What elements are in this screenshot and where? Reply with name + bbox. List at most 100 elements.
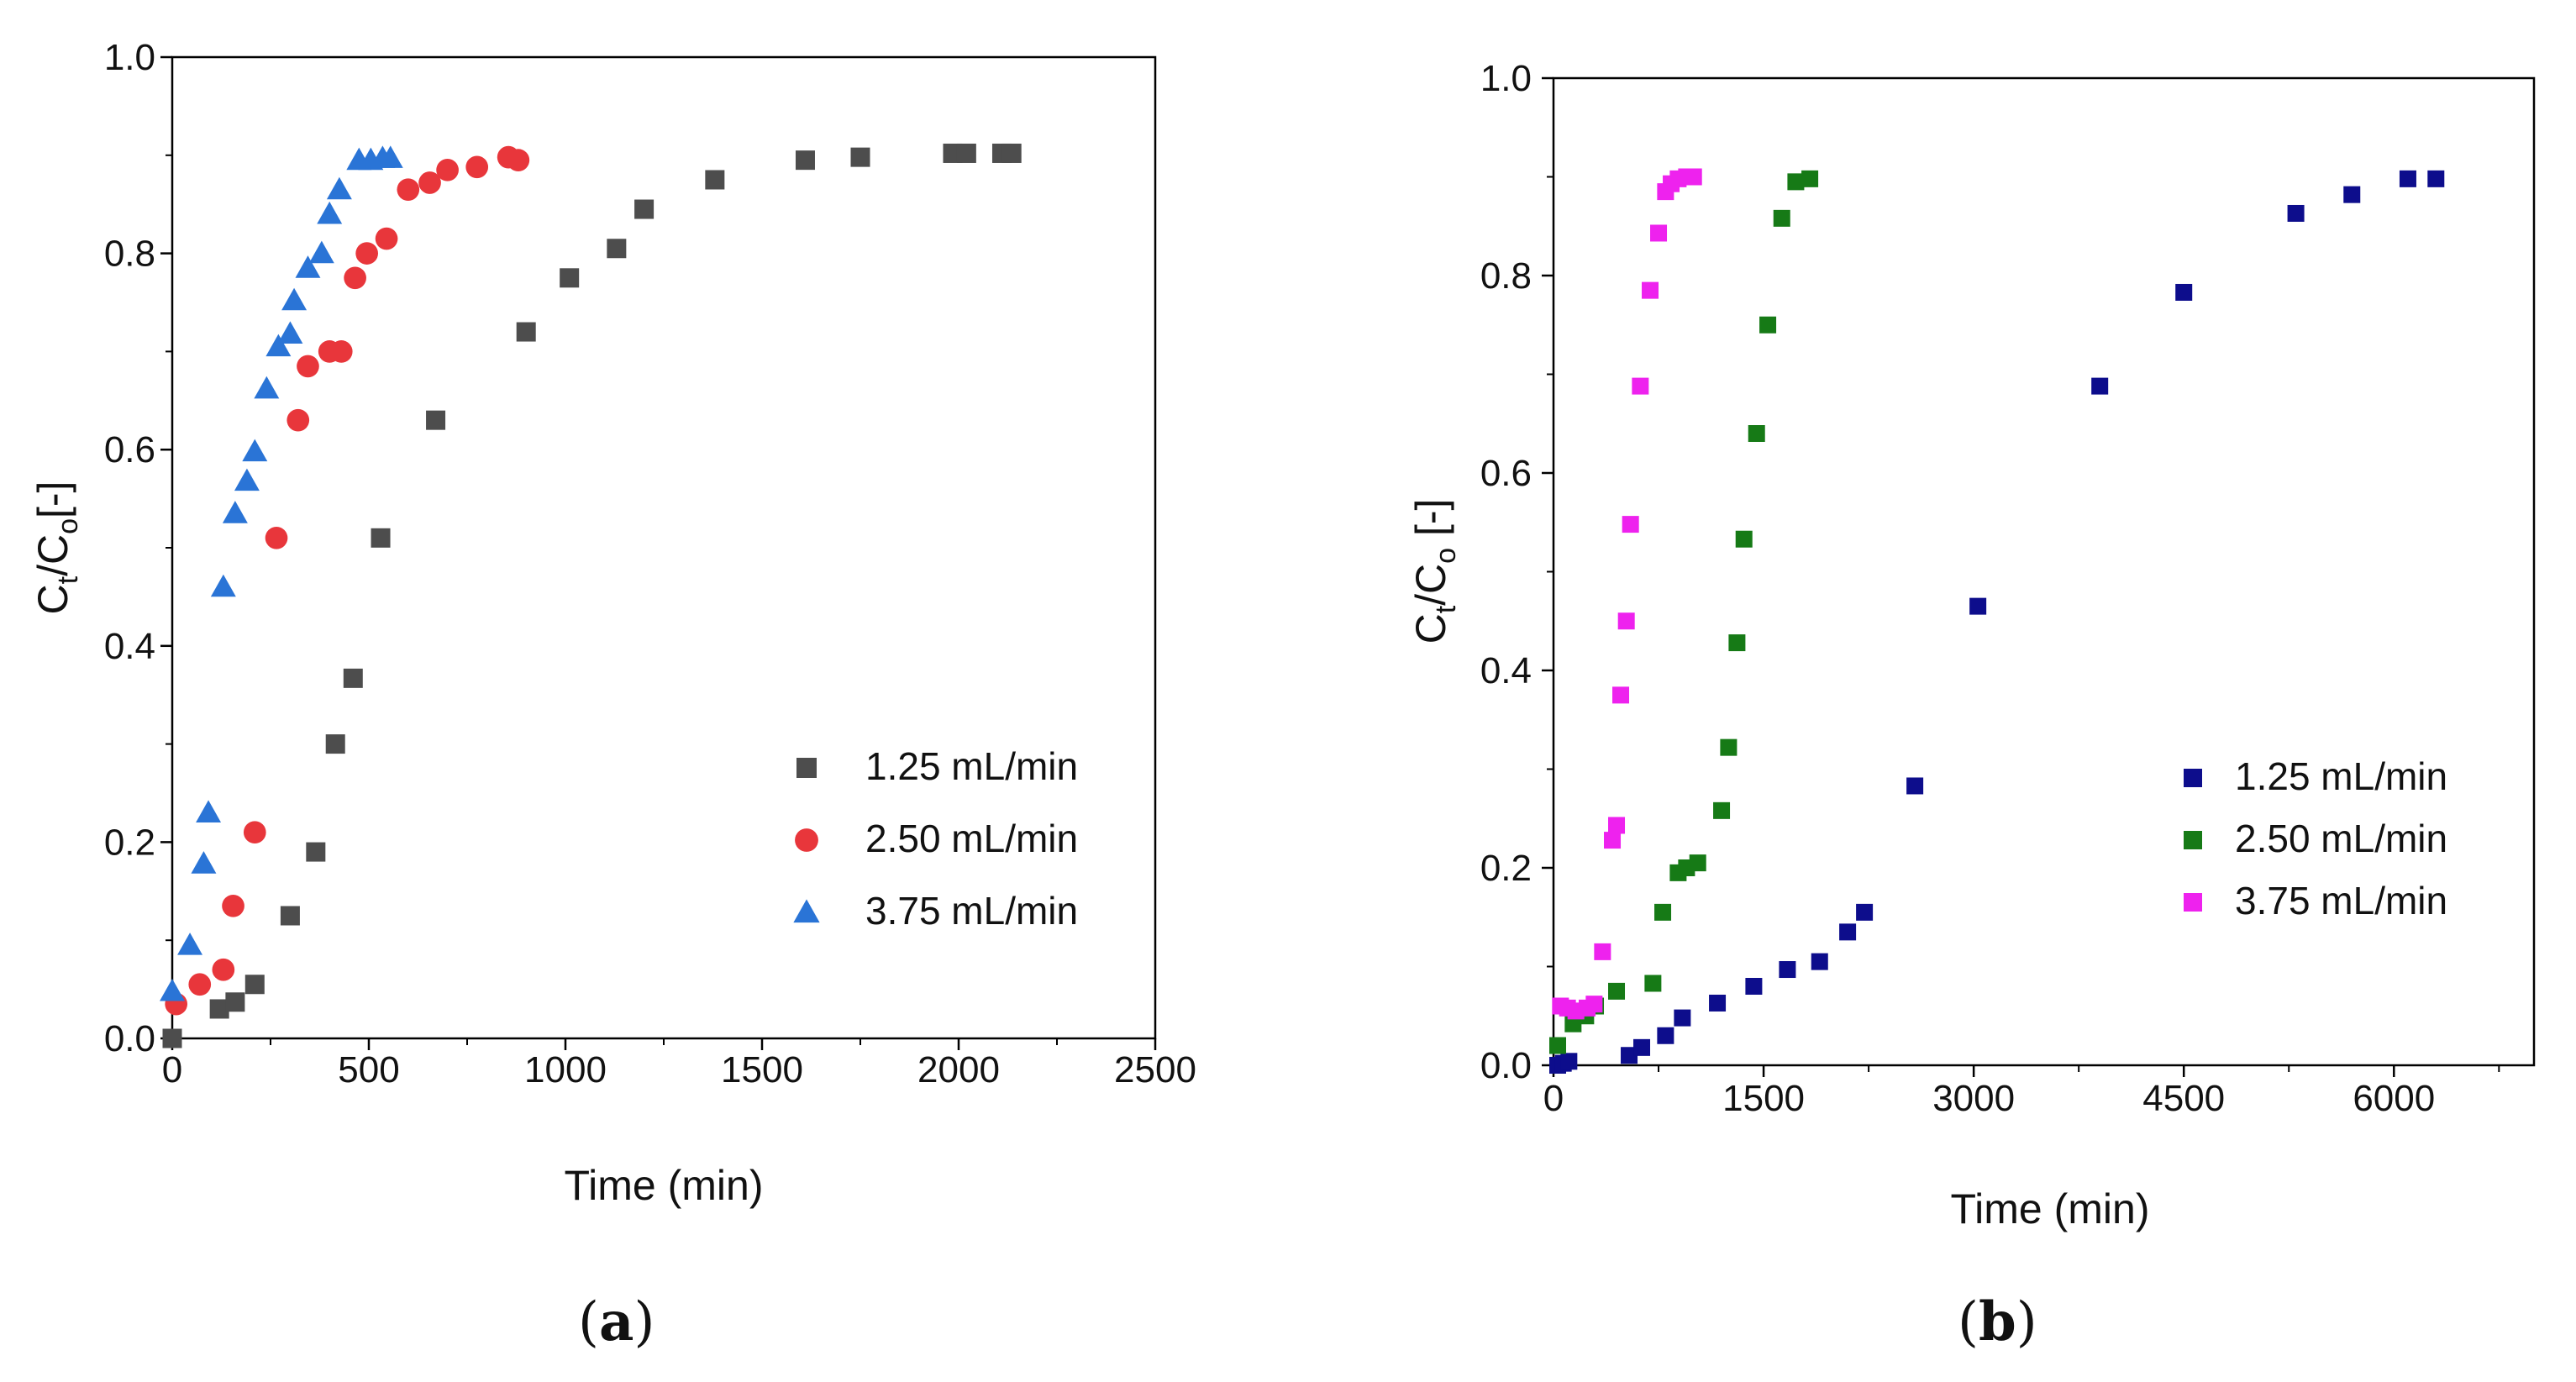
data-point <box>1644 975 1662 992</box>
data-point <box>2427 170 2445 187</box>
caption-a: (a) <box>578 1290 655 1353</box>
data-point <box>1745 978 1763 995</box>
data-point <box>1594 943 1611 960</box>
data-point <box>343 668 363 688</box>
data-point <box>516 322 536 342</box>
data-point <box>242 439 268 462</box>
data-point <box>397 178 420 202</box>
y-tick-label: 0.4 <box>104 626 155 667</box>
data-points-a <box>160 143 1022 1048</box>
data-point <box>956 143 976 163</box>
data-point <box>344 266 366 290</box>
data-point <box>212 958 235 981</box>
data-point <box>2343 186 2361 203</box>
data-point <box>1633 1038 1651 1056</box>
data-point <box>295 255 321 278</box>
data-point <box>507 149 530 171</box>
data-point <box>377 145 403 168</box>
data-point <box>2091 377 2109 395</box>
data-point <box>1564 1015 1582 1033</box>
data-point <box>243 821 266 844</box>
data-point <box>1720 738 1737 756</box>
x-tick-label: 6000 <box>2353 1078 2435 1119</box>
data-point <box>371 528 391 548</box>
data-point <box>306 842 326 862</box>
data-point <box>162 1028 182 1048</box>
x-tick-label: 2000 <box>917 1049 1000 1090</box>
data-point <box>1632 377 1649 395</box>
data-point <box>1617 612 1635 630</box>
data-point <box>177 933 203 955</box>
data-point <box>1969 597 1987 615</box>
legend-label: 3.75 mL/min <box>2235 879 2447 922</box>
data-point <box>265 526 288 549</box>
data-point <box>1604 832 1622 849</box>
data-point <box>244 975 265 995</box>
data-point <box>1657 1027 1674 1044</box>
data-point <box>308 240 334 264</box>
data-point <box>265 334 292 357</box>
x-axis-label-a: Time (min) <box>564 1162 763 1209</box>
legend-marker <box>2184 769 2202 787</box>
legend-a: 1.25 mL/min 2.50 mL/min 3.75 mL/min <box>793 744 1078 933</box>
y-tick-label: 0.0 <box>104 1018 155 1059</box>
data-point <box>634 199 655 219</box>
x-tick-label: 0 <box>162 1049 182 1090</box>
data-point <box>1689 854 1706 872</box>
data-point <box>281 287 308 311</box>
data-point <box>225 992 245 1012</box>
axis-ticks-a: 0 500 1000 1500 2000 2500 0.0 0.2 0.4 0.6 0.8 1.0 <box>104 37 1196 1090</box>
x-axis-label-b: Time (min) <box>1950 1185 2149 1232</box>
data-point <box>234 468 260 491</box>
data-point <box>2287 204 2305 222</box>
x-tick-label: 1000 <box>524 1049 607 1090</box>
y-axis-label-b: Ct/Co [-] <box>1407 499 1462 644</box>
data-point <box>191 851 217 874</box>
legend-marker <box>795 828 818 852</box>
data-point <box>1735 530 1753 548</box>
data-point <box>1585 996 1603 1013</box>
y-tick-label: 0.2 <box>1480 848 1532 889</box>
y-tick-label: 1.0 <box>104 37 155 78</box>
data-point <box>160 978 185 1001</box>
data-point <box>1622 516 1639 533</box>
data-point <box>1650 224 1668 242</box>
data-point <box>209 999 229 1019</box>
data-point <box>287 408 310 432</box>
y-tick-label: 0.2 <box>104 822 155 863</box>
data-point <box>1612 686 1630 704</box>
data-point <box>426 410 446 430</box>
data-point <box>1906 777 1924 795</box>
y-tick-label: 0.8 <box>1480 255 1532 297</box>
x-tick-label: 3000 <box>1932 1078 2015 1119</box>
data-point <box>297 355 319 378</box>
data-point <box>560 268 580 288</box>
chart-panel-b: 0 1500 3000 4500 6000 0.0 0.2 0.4 0.6 0.8 1.0 Time… <box>1407 58 2536 1232</box>
data-point <box>705 170 725 190</box>
data-point <box>1560 1053 1578 1070</box>
data-point <box>418 171 441 194</box>
data-point <box>1709 994 1727 1012</box>
y-tick-label: 0.4 <box>1480 650 1532 691</box>
data-point <box>277 321 303 344</box>
data-point <box>607 239 627 259</box>
legend-marker <box>793 899 820 923</box>
x-tick-label: 0 <box>1543 1078 1564 1119</box>
x-tick-label: 1500 <box>721 1049 803 1090</box>
data-point <box>326 176 352 200</box>
data-point <box>1642 281 1659 299</box>
data-point <box>1674 1009 1691 1027</box>
data-point <box>317 201 343 224</box>
data-point <box>1787 173 1805 191</box>
legend-label: 1.25 mL/min <box>2235 754 2447 798</box>
data-point <box>1748 425 1765 442</box>
data-point <box>280 906 300 926</box>
data-point <box>465 155 489 179</box>
data-point <box>1728 634 1746 652</box>
data-point <box>196 800 222 822</box>
legend-b: 1.25 mL/min 2.50 mL/min 3.75 mL/min <box>2184 754 2447 922</box>
data-point <box>1001 143 1022 163</box>
data-point <box>1713 801 1731 819</box>
y-tick-label: 0.8 <box>104 234 155 275</box>
data-point <box>222 501 248 523</box>
